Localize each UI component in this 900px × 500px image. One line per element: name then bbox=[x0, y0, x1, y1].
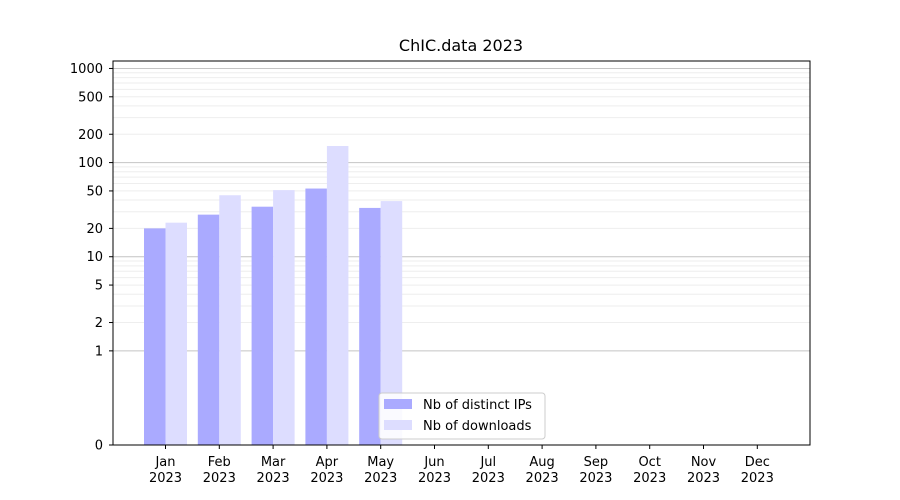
bar-distinct-ips-mar bbox=[251, 206, 274, 445]
x-tick-label-month: Dec bbox=[745, 455, 770, 470]
bar-distinct-ips-may bbox=[359, 207, 381, 445]
x-tick-label-month: Oct bbox=[638, 455, 660, 470]
x-tick-label-year: 2023 bbox=[472, 471, 505, 486]
x-tick-label-year: 2023 bbox=[203, 471, 236, 486]
bar-downloads-mar bbox=[273, 190, 295, 445]
bar-downloads-feb bbox=[219, 195, 241, 445]
legend-swatch-distinct-ips bbox=[384, 399, 412, 409]
x-tick-label-month: Sep bbox=[584, 455, 609, 470]
x-tick-label-month: Mar bbox=[261, 455, 286, 470]
x-tick-label-month: Nov bbox=[691, 455, 717, 470]
x-tick-label-year: 2023 bbox=[741, 471, 774, 486]
x-tick-label-year: 2023 bbox=[364, 471, 397, 486]
y-tick-label: 500 bbox=[78, 90, 103, 105]
legend-label-downloads: Nb of downloads bbox=[423, 419, 532, 434]
y-tick-label: 10 bbox=[86, 250, 103, 265]
y-tick-label: 200 bbox=[78, 128, 103, 143]
bar-downloads-may bbox=[380, 201, 403, 445]
x-tick-label-year: 2023 bbox=[633, 471, 666, 486]
bar-distinct-ips-feb bbox=[197, 214, 220, 445]
y-tick-label: 20 bbox=[86, 222, 103, 237]
x-tick-label-year: 2023 bbox=[418, 471, 451, 486]
legend-label-distinct-ips: Nb of distinct IPs bbox=[423, 398, 532, 413]
legend: Nb of distinct IPs Nb of downloads bbox=[378, 392, 546, 440]
bar-distinct-ips-jan bbox=[144, 228, 166, 445]
y-tick-label: 50 bbox=[86, 184, 103, 199]
bars-layer bbox=[144, 146, 403, 446]
chart-title: ChIC.data 2023 bbox=[399, 36, 523, 55]
y-tick-label: 5 bbox=[95, 279, 103, 294]
x-tick-label-year: 2023 bbox=[687, 471, 720, 486]
legend-box bbox=[378, 392, 546, 440]
x-tick-label-month: Feb bbox=[208, 455, 231, 470]
bar-distinct-ips-apr bbox=[305, 188, 327, 446]
x-tick-label-year: 2023 bbox=[310, 471, 343, 486]
x-tick-label-year: 2023 bbox=[579, 471, 612, 486]
x-tick-label-month: Jan bbox=[154, 455, 175, 470]
x-tick-label-year: 2023 bbox=[257, 471, 290, 486]
bar-downloads-apr bbox=[326, 146, 349, 445]
legend-swatch-downloads bbox=[384, 420, 412, 430]
plot-frame bbox=[112, 60, 811, 446]
y-axis: 0 1 2 5 10 20 50 100 200 500 1000 bbox=[70, 62, 113, 454]
y-tick-label: 1 bbox=[95, 344, 103, 359]
x-tick-label-month: Apr bbox=[316, 455, 339, 470]
x-tick-label-month: Jul bbox=[479, 455, 496, 470]
y-tick-label: 0 bbox=[95, 439, 103, 454]
y-tick-label: 2 bbox=[95, 316, 103, 331]
x-tick-label-year: 2023 bbox=[149, 471, 182, 486]
x-tick-label-year: 2023 bbox=[526, 471, 559, 486]
x-axis: Jan2023Feb2023Mar2023Apr2023May2023Jun20… bbox=[149, 445, 774, 486]
x-tick-label-month: Aug bbox=[529, 455, 554, 470]
y-tick-label: 100 bbox=[78, 156, 103, 171]
bar-downloads-jan bbox=[165, 222, 187, 445]
y-tick-label: 1000 bbox=[70, 62, 103, 77]
x-tick-label-month: May bbox=[367, 455, 394, 470]
x-tick-label-month: Jun bbox=[423, 455, 444, 470]
